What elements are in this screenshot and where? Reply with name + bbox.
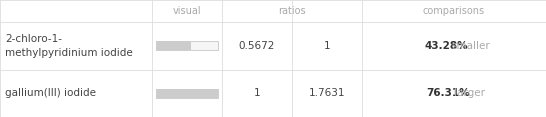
Text: 0.5672: 0.5672 (239, 41, 275, 51)
Text: 1: 1 (254, 88, 260, 98)
Text: visual: visual (173, 6, 201, 16)
Text: larger: larger (454, 88, 485, 98)
Text: 2-chloro-1-
methylpyridinium iodide: 2-chloro-1- methylpyridinium iodide (5, 34, 133, 58)
Text: smaller: smaller (452, 41, 491, 51)
Text: 1.7631: 1.7631 (308, 88, 345, 98)
Text: gallium(III) iodide: gallium(III) iodide (5, 88, 96, 98)
Bar (156, 41, 191, 50)
Bar (156, 89, 218, 98)
Bar (156, 41, 218, 50)
Bar (156, 89, 218, 98)
Text: 76.31%: 76.31% (427, 88, 470, 98)
Text: ratios: ratios (278, 6, 306, 16)
Bar (156, 41, 218, 50)
Text: 43.28%: 43.28% (425, 41, 468, 51)
Bar (156, 89, 218, 98)
Text: 1: 1 (324, 41, 330, 51)
Text: comparisons: comparisons (423, 6, 485, 16)
